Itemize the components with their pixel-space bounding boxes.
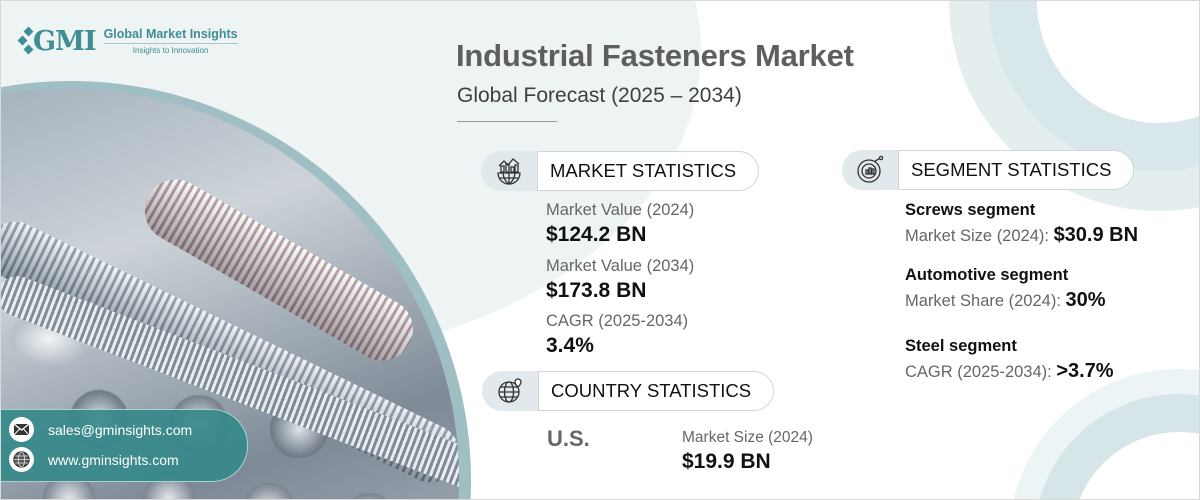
screws-segment-line: Market Size (2024): $30.9 BN <box>905 224 1138 247</box>
automotive-segment-title: Automotive segment <box>905 266 1069 284</box>
logo-text: Global Market Insights Insights to Innov… <box>103 27 238 55</box>
segment-statistics-header: SEGMENT STATISTICS <box>842 150 1135 190</box>
logo-mark: GMI <box>17 25 97 57</box>
country-statistics-heading: COUNTRY STATISTICS <box>538 371 775 411</box>
globe-icon <box>9 447 34 472</box>
country-statistics-header: COUNTRY STATISTICS <box>482 371 775 411</box>
page-subtitle: Global Forecast (2025 – 2034) <box>457 84 742 107</box>
market-value-2024: $124.2 BN <box>546 223 647 246</box>
title-divider <box>457 121 557 122</box>
cagr-value: 3.4% <box>546 334 594 357</box>
brand-name: Global Market Insights <box>103 27 238 44</box>
country-market-size-value: $19.9 BN <box>682 450 771 473</box>
market-value-2034: $173.8 BN <box>546 279 647 302</box>
chart-globe-icon <box>481 151 537 191</box>
automotive-segment-line: Market Share (2024): 30% <box>905 289 1106 312</box>
market-value-2034-label: Market Value (2034) <box>546 257 695 275</box>
market-value-2024-label: Market Value (2024) <box>546 201 695 219</box>
logo-diamonds-icon <box>17 26 34 55</box>
screws-segment-value: $30.9 BN <box>1053 224 1139 246</box>
email-link[interactable]: sales@gminsights.com <box>48 421 193 438</box>
screws-segment-title: Screws segment <box>905 201 1036 219</box>
screws-segment-label: Market Size (2024): <box>905 227 1054 245</box>
steel-segment-label: CAGR (2025-2034): <box>905 363 1057 381</box>
cagr-label: CAGR (2025-2034) <box>546 312 689 330</box>
steel-segment-value: >3.7% <box>1056 360 1114 382</box>
logo-gmi-text: GMI <box>33 25 97 57</box>
country-market-size-label: Market Size (2024) <box>682 429 813 446</box>
website-contact[interactable]: www.gminsights.com <box>9 447 179 472</box>
envelope-icon <box>9 417 34 442</box>
email-contact[interactable]: sales@gminsights.com <box>9 417 192 442</box>
contact-panel: sales@gminsights.com www.gminsights.com <box>1 409 248 482</box>
steel-segment-line: CAGR (2025-2034): >3.7% <box>905 360 1114 383</box>
target-chart-icon <box>842 150 898 190</box>
market-statistics-header: MARKET STATISTICS <box>481 151 760 191</box>
website-link[interactable]: www.gminsights.com <box>48 451 179 468</box>
segment-statistics-heading: SEGMENT STATISTICS <box>898 150 1135 190</box>
gmi-logo: GMI Global Market Insights Insights to I… <box>17 25 238 57</box>
globe-pin-icon <box>482 371 538 411</box>
country-name: U.S. <box>547 426 590 451</box>
steel-segment-title: Steel segment <box>905 337 1017 355</box>
brand-tagline: Insights to Innovation <box>132 46 209 55</box>
automotive-segment-label: Market Share (2024): <box>905 292 1066 310</box>
page-title: Industrial Fasteners Market <box>456 38 854 73</box>
market-statistics-heading: MARKET STATISTICS <box>537 151 760 191</box>
automotive-segment-value: 30% <box>1065 289 1106 311</box>
